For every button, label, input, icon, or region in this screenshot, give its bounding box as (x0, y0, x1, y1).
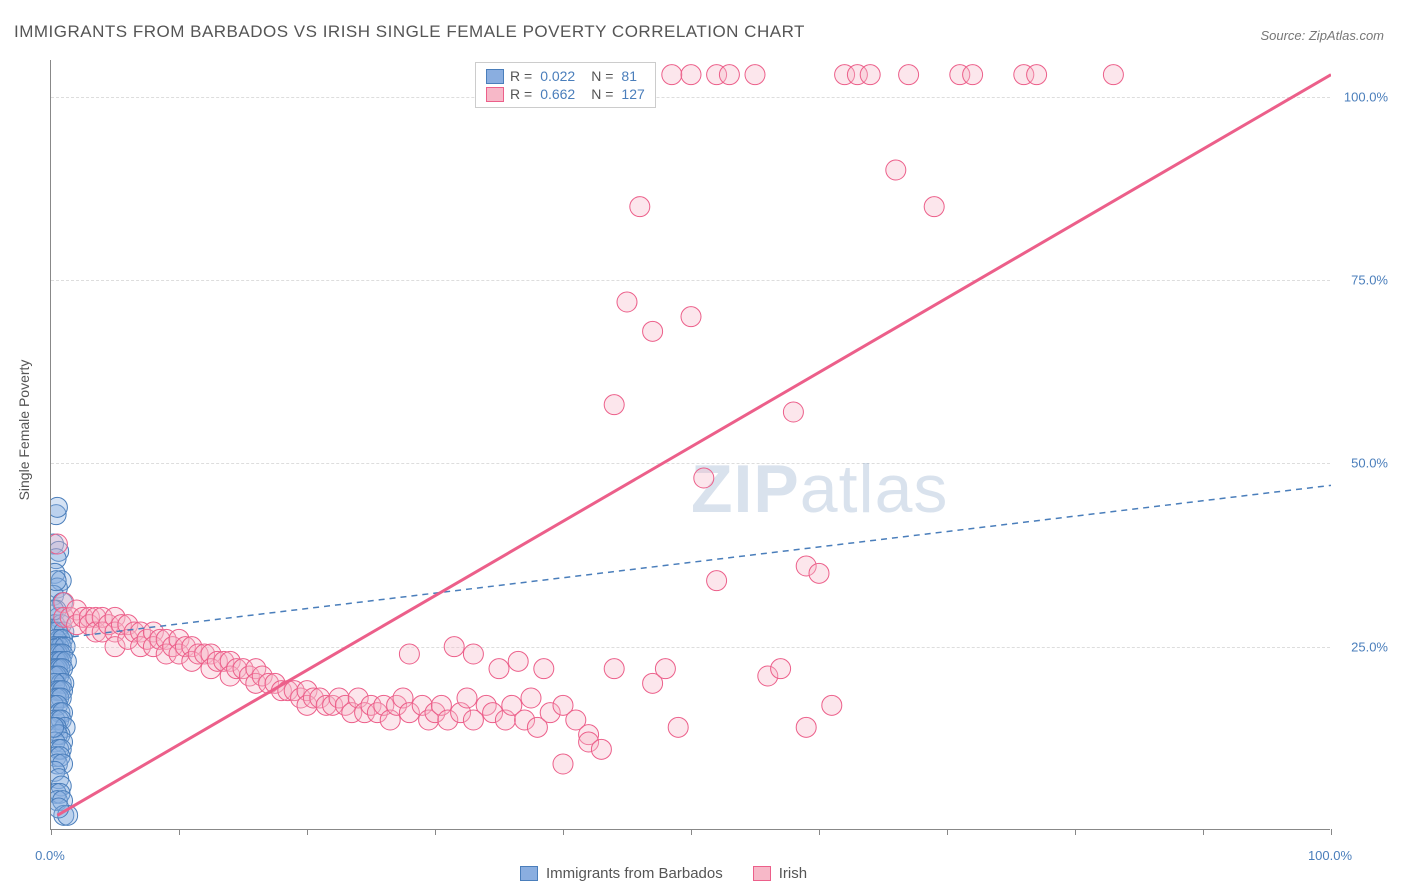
legend-series-item: Irish (753, 865, 807, 882)
scatter-point (707, 571, 727, 591)
scatter-point (783, 402, 803, 422)
scatter-point (553, 754, 573, 774)
scatter-point (51, 571, 66, 591)
chart-title: IMMIGRANTS FROM BARBADOS VS IRISH SINGLE… (14, 22, 805, 42)
n-label: N = (591, 86, 613, 102)
trend-line (51, 485, 1331, 639)
scatter-point (924, 197, 944, 217)
x-axis-end-label: 0.0% (35, 848, 65, 863)
scatter-point (694, 468, 714, 488)
r-value: 0.022 (540, 68, 575, 84)
scatter-point (604, 659, 624, 679)
legend-series-label: Immigrants from Barbados (546, 865, 723, 882)
series-legend: Immigrants from Barbados Irish (520, 865, 807, 882)
scatter-point (681, 307, 701, 327)
scatter-point (681, 65, 701, 85)
y-tick-label: 75.0% (1351, 273, 1388, 288)
scatter-point (809, 563, 829, 583)
trend-line (57, 75, 1331, 816)
legend-stat-row: R = 0.022 N = 81 (486, 67, 645, 85)
legend-swatch (520, 866, 538, 881)
x-axis-end-label: 100.0% (1308, 848, 1352, 863)
scatter-point (643, 321, 663, 341)
y-tick-label: 50.0% (1351, 456, 1388, 471)
scatter-point (463, 644, 483, 664)
scatter-point (662, 65, 682, 85)
y-axis-label: Single Female Poverty (16, 360, 32, 501)
n-value: 81 (621, 68, 637, 84)
n-label: N = (591, 68, 613, 84)
legend-series-item: Immigrants from Barbados (520, 865, 723, 882)
scatter-point (1027, 65, 1047, 85)
scatter-point (886, 160, 906, 180)
scatter-point (771, 659, 791, 679)
scatter-point (399, 644, 419, 664)
plot-region: 25.0%50.0%75.0%100.0% ZIPatlas (50, 60, 1330, 830)
scatter-point (796, 717, 816, 737)
legend-swatch (486, 69, 504, 84)
legend-stat-row: R = 0.662 N = 127 (486, 85, 645, 103)
legend-swatch (753, 866, 771, 881)
scatter-point (745, 65, 765, 85)
scatter-point (51, 497, 67, 517)
scatter-point (860, 65, 880, 85)
scatter-point (591, 739, 611, 759)
scatter-point (899, 65, 919, 85)
scatter-point (489, 659, 509, 679)
scatter-point (534, 659, 554, 679)
scatter-point (444, 637, 464, 657)
correlation-legend: R = 0.022 N = 81 R = 0.662 N = 127 (475, 62, 656, 108)
r-label: R = (510, 86, 532, 102)
chart-area: 25.0%50.0%75.0%100.0% ZIPatlas (50, 60, 1330, 830)
scatter-point (508, 651, 528, 671)
scatter-point (668, 717, 688, 737)
scatter-point (822, 695, 842, 715)
r-value: 0.662 (540, 86, 575, 102)
source-attribution: Source: ZipAtlas.com (1260, 28, 1384, 43)
legend-swatch (486, 87, 504, 102)
scatter-svg (51, 60, 1331, 830)
scatter-point (521, 688, 541, 708)
r-label: R = (510, 68, 532, 84)
x-tick (1331, 829, 1332, 835)
scatter-point (719, 65, 739, 85)
scatter-point (630, 197, 650, 217)
scatter-point (51, 534, 67, 554)
scatter-point (617, 292, 637, 312)
scatter-point (655, 659, 675, 679)
scatter-point (1103, 65, 1123, 85)
scatter-point (457, 688, 477, 708)
y-tick-label: 25.0% (1351, 639, 1388, 654)
scatter-point (963, 65, 983, 85)
legend-series-label: Irish (779, 865, 807, 882)
n-value: 127 (621, 86, 644, 102)
y-tick-label: 100.0% (1344, 89, 1388, 104)
scatter-point (604, 395, 624, 415)
